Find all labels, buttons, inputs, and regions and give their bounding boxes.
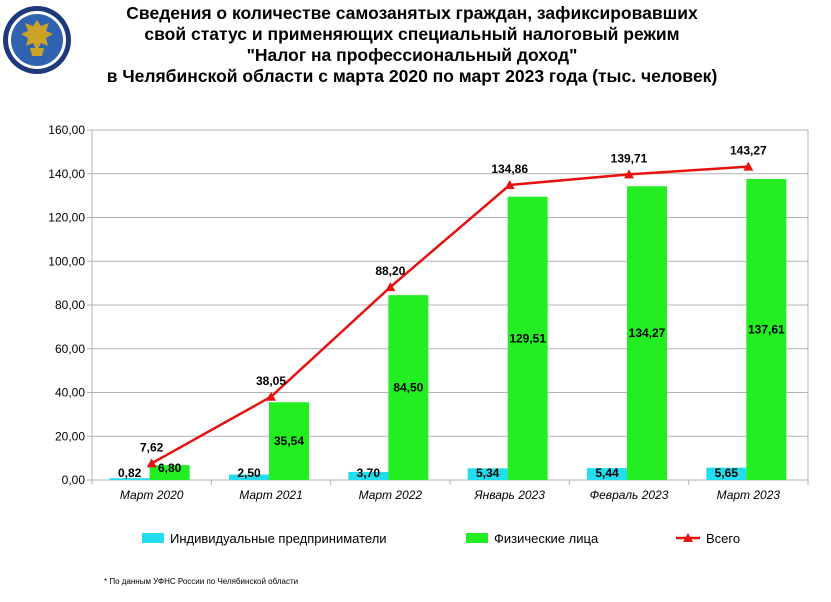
data-label-total: 134,86 — [491, 162, 528, 176]
bar-entrepreneurs — [109, 478, 150, 480]
data-label-total: 38,05 — [256, 374, 286, 388]
data-label-entrepreneurs: 0,82 — [118, 466, 142, 480]
title-line: "Налог на профессиональный доход" — [246, 45, 578, 65]
x-tick-label: Март 2023 — [717, 488, 781, 502]
bar-individuals — [746, 178, 787, 480]
bar-individuals — [388, 295, 429, 480]
data-label-entrepreneurs: 5,65 — [715, 466, 739, 480]
point-total — [504, 179, 515, 189]
title-line: в Челябинской области с марта 2020 по ма… — [106, 66, 718, 86]
data-label-entrepreneurs: 2,50 — [237, 466, 261, 480]
x-tick-label: Март 2021 — [239, 488, 303, 502]
point-total — [266, 391, 276, 401]
chart-title: Сведения о количестве самозанятых гражда… — [82, 3, 742, 87]
y-tick-label: 80,00 — [55, 298, 85, 312]
bar-individuals — [149, 465, 190, 480]
title-line: свой статус и применяющих специальный на… — [144, 24, 680, 44]
y-tick-label: 20,00 — [55, 429, 85, 443]
x-tick-label: Март 2020 — [120, 488, 184, 502]
data-label-individuals: 129,51 — [509, 331, 546, 345]
y-tick-label: 0,00 — [62, 473, 86, 487]
data-label-entrepreneurs: 5,34 — [476, 466, 500, 480]
data-label-total: 7,62 — [140, 440, 164, 454]
y-tick-label: 60,00 — [55, 342, 85, 356]
title-line: Сведения о количестве самозанятых гражда… — [126, 3, 698, 23]
data-label-individuals: 35,54 — [274, 434, 304, 448]
legend-line-marker — [676, 533, 700, 542]
bar-entrepreneurs — [587, 468, 627, 480]
y-tick-label: 140,00 — [48, 167, 85, 181]
legend-swatch — [142, 533, 164, 543]
data-label-individuals: 134,27 — [629, 326, 666, 340]
bar-individuals — [627, 186, 667, 481]
y-tick-label: 100,00 — [48, 254, 85, 268]
data-label-entrepreneurs: 3,70 — [357, 466, 381, 480]
data-label-total: 88,20 — [375, 264, 405, 278]
legend-label: Всего — [706, 530, 741, 546]
bar-entrepreneurs — [229, 474, 269, 480]
legend-item-total: Всего — [676, 528, 740, 548]
legend-label: Индивидуальные предприниматели — [170, 530, 387, 546]
point-total — [624, 169, 634, 179]
y-tick-label: 120,00 — [48, 211, 85, 225]
legend-item-individuals: Физические лица — [466, 528, 598, 548]
x-tick-label: Январь 2023 — [473, 488, 545, 502]
x-tick-label: Март 2022 — [359, 488, 423, 502]
data-label-entrepreneurs: 5,44 — [595, 466, 619, 480]
data-label-total: 143,27 — [730, 144, 767, 158]
data-label-individuals: 137,61 — [748, 322, 785, 336]
data-label-individuals: 84,50 — [393, 381, 423, 395]
footnote: * По данным УФНС России по Челябинской о… — [104, 577, 299, 586]
data-label-total: 139,71 — [611, 151, 648, 165]
point-total — [146, 458, 157, 468]
bar-individuals — [269, 402, 309, 480]
bar-individuals — [507, 196, 548, 480]
legend-label: Физические лица — [494, 530, 599, 546]
legend-item-entrepreneurs: Индивидуальные предприниматели — [142, 528, 387, 548]
x-tick-label: Февраль 2023 — [590, 488, 669, 502]
y-tick-label: 40,00 — [55, 386, 85, 400]
data-label-individuals: 6,80 — [158, 461, 182, 475]
bar-entrepreneurs — [467, 468, 508, 480]
point-total — [743, 161, 754, 171]
legend-swatch — [466, 533, 488, 543]
y-tick-label: 160,00 — [48, 123, 85, 137]
bar-entrepreneurs — [706, 467, 747, 480]
fns-emblem-icon — [3, 6, 71, 74]
bar-entrepreneurs — [348, 471, 389, 480]
line-total — [151, 165, 749, 465]
point-total — [385, 282, 396, 292]
